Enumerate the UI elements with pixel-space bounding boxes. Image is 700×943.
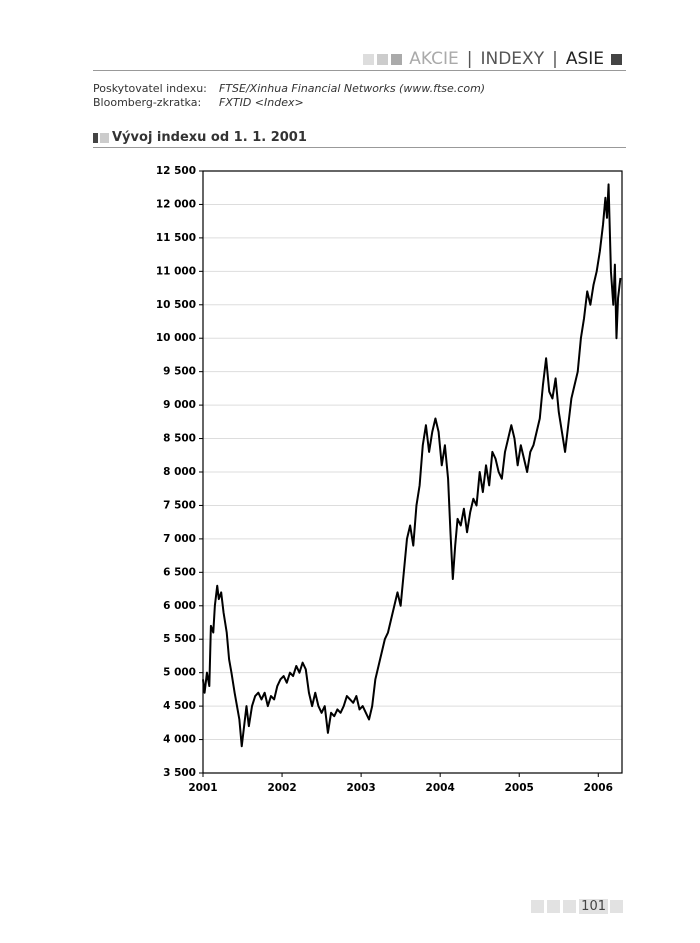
y-tick-label: 7 000 — [163, 533, 196, 545]
y-tick-label: 7 500 — [163, 499, 196, 511]
x-tick-label: 2005 — [505, 782, 534, 794]
plot-frame — [202, 170, 623, 774]
page-number: 101 — [579, 899, 608, 914]
y-tick-label: 9 000 — [163, 399, 196, 411]
y-tick-label: 8 500 — [163, 433, 196, 445]
x-tick-label: 2006 — [584, 782, 613, 794]
y-tick-label: 5 000 — [163, 667, 196, 679]
x-tick-label: 2002 — [267, 782, 296, 794]
separator: | — [552, 49, 558, 69]
info-row: Bloomberg-zkratka: FXTID <Index> — [93, 96, 304, 109]
y-tick-label: 9 500 — [163, 366, 196, 378]
y-tick-label: 5 500 — [163, 633, 196, 645]
y-tick-label: 8 000 — [163, 466, 196, 478]
header-section: INDEXY — [480, 49, 545, 69]
separator: | — [466, 49, 473, 69]
index-line — [202, 183, 622, 748]
x-tick-label: 2001 — [188, 782, 217, 794]
y-tick-label: 12 000 — [156, 198, 196, 210]
rule — [93, 70, 626, 71]
x-tick-label: 2003 — [346, 782, 375, 794]
y-tick-label: 10 500 — [156, 299, 196, 311]
y-tick-label: 11 500 — [156, 232, 196, 244]
x-tick-label: 2004 — [426, 782, 455, 794]
y-tick-label: 6 500 — [163, 566, 196, 578]
info-label: Poskytovatel indexu: — [93, 82, 207, 95]
header-section: AKCIE — [409, 49, 459, 69]
section-title: Vývoj indexu od 1. 1. 2001 — [93, 130, 307, 145]
y-tick-label: 6 000 — [163, 600, 196, 612]
y-tick-label: 4 500 — [163, 700, 196, 712]
y-tick-label: 12 500 — [156, 165, 196, 177]
section-title-text: Vývoj indexu od 1. 1. 2001 — [112, 130, 307, 145]
info-row: Poskytovatel indexu: FTSE/Xinhua Financi… — [93, 82, 485, 95]
y-tick-label: 4 000 — [163, 734, 196, 746]
y-tick-label: 11 000 — [156, 265, 196, 277]
page-number-box: 101 — [531, 899, 626, 914]
y-tick-label: 10 000 — [156, 332, 196, 344]
header-section: ASIE — [565, 49, 604, 69]
info-label: Bloomberg-zkratka: — [93, 96, 202, 109]
header: AKCIE | INDEXY | ASIE — [363, 49, 625, 69]
y-tick-label: 3 500 — [163, 767, 196, 779]
rule — [93, 147, 626, 148]
info-value: FXTID <Index> — [219, 96, 304, 109]
info-value: FTSE/Xinhua Financial Networks (www.ftse… — [219, 82, 486, 95]
